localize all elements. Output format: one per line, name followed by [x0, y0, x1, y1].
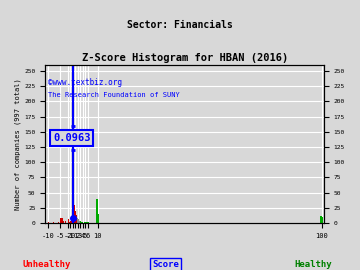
Bar: [87, 222, 89, 223]
Text: The Research Foundation of SUNY: The Research Foundation of SUNY: [48, 92, 180, 98]
Text: Sector: Financials: Sector: Financials: [127, 20, 233, 30]
Text: Healthy: Healthy: [294, 260, 332, 269]
Text: Unhealthy: Unhealthy: [23, 260, 71, 269]
Bar: [48, 222, 49, 223]
Bar: [321, 217, 323, 223]
Bar: [320, 216, 321, 223]
Bar: [84, 222, 85, 223]
Y-axis label: Number of companies (997 total): Number of companies (997 total): [15, 78, 22, 210]
Bar: [70, 221, 71, 223]
Bar: [65, 221, 66, 223]
Bar: [96, 199, 98, 223]
Bar: [63, 221, 64, 223]
Bar: [72, 221, 73, 223]
Bar: [53, 222, 54, 223]
Text: Score: Score: [152, 260, 179, 269]
Bar: [71, 221, 72, 223]
Bar: [98, 214, 99, 223]
Text: 0.0963: 0.0963: [53, 133, 90, 143]
Bar: [86, 222, 87, 223]
Bar: [60, 218, 63, 223]
Text: ©www.textbiz.org: ©www.textbiz.org: [48, 78, 122, 87]
Bar: [68, 220, 69, 223]
Title: Z-Score Histogram for HBAN (2016): Z-Score Histogram for HBAN (2016): [81, 53, 288, 63]
Bar: [58, 222, 59, 223]
Bar: [85, 222, 86, 223]
